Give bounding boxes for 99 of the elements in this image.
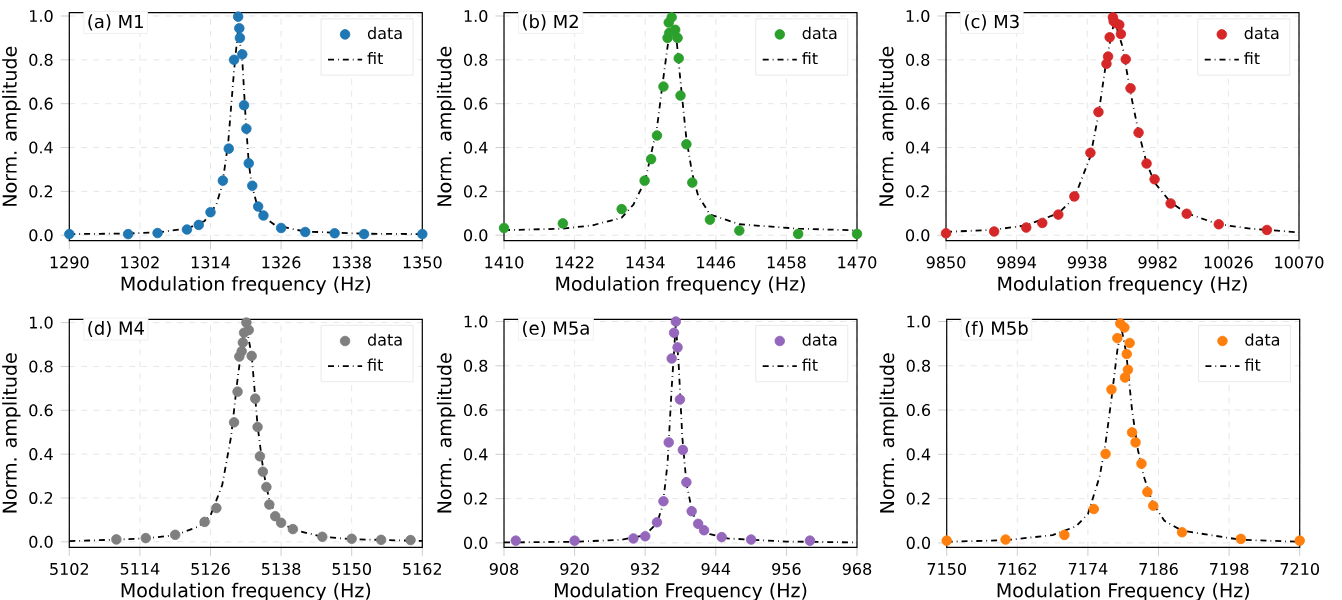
- x-tick-label: 1338: [333, 256, 371, 269]
- y-tick-label: 0.2: [906, 185, 929, 198]
- y-tick-label: 1.0: [30, 9, 53, 23]
- y-tick-label: 0.2: [29, 185, 53, 198]
- legend-label: fit: [367, 358, 384, 371]
- y-tick-label: 0.2: [906, 492, 930, 505]
- y-tick-label: 0.8: [464, 359, 488, 372]
- chart-title: (c) M3: [965, 14, 1019, 31]
- x-tick-label: 1410: [485, 256, 524, 269]
- y-tick-label: 0.2: [464, 492, 487, 505]
- x-tick-label: 10026: [1204, 256, 1253, 269]
- x-tick-label: 5102: [50, 562, 89, 576]
- x-tick-label: 1314: [191, 256, 230, 269]
- legend-label: data: [802, 26, 837, 40]
- x-tick-label: 1446: [697, 256, 736, 269]
- y-axis-title: Norm. amplitude: [878, 46, 898, 206]
- x-axis-title: Modulation frequency (Hz): [998, 276, 1247, 295]
- x-tick-label: 9982: [1138, 256, 1177, 269]
- y-axis-title: Norm. amplitude: [436, 353, 456, 513]
- y-tick-label: 0.4: [464, 448, 488, 461]
- y-axis-title: Norm. amplitude: [436, 46, 456, 206]
- chart-title: (f) M5b: [965, 320, 1028, 338]
- y-tick-label: 0.0: [464, 536, 488, 549]
- y-tick-label: 1.0: [464, 315, 488, 328]
- y-tick-label: 0.8: [906, 359, 931, 372]
- legend-label: data: [367, 333, 402, 346]
- x-tick-label: 9894: [997, 256, 1037, 269]
- y-tick-label: 0.0: [906, 229, 930, 242]
- y-tick-label: 0.0: [464, 229, 488, 242]
- x-tick-label: 7186: [1139, 562, 1178, 575]
- y-tick-label: 0.8: [29, 360, 53, 373]
- legend-label: fit: [1244, 358, 1261, 371]
- y-tick-label: 0.4: [906, 141, 930, 154]
- legend-label: fit: [1244, 51, 1260, 65]
- legend-label: fit: [367, 51, 384, 65]
- y-tick-label: 0.8: [906, 53, 930, 66]
- x-tick-label: 7174: [1068, 562, 1108, 575]
- x-tick-label: 7150: [927, 562, 967, 575]
- x-tick-label: 5150: [332, 562, 371, 576]
- y-tick-label: 0.6: [29, 404, 53, 417]
- legend-label: data: [802, 333, 837, 346]
- y-tick-label: 0.6: [464, 97, 488, 110]
- x-tick-label: 5138: [261, 562, 301, 576]
- y-tick-label: 0.0: [29, 229, 53, 242]
- chart-title: (a) M1: [88, 14, 143, 31]
- x-tick-label: 9938: [1067, 256, 1107, 269]
- chart-title: (e) M5a: [523, 320, 589, 338]
- legend-label: fit: [802, 51, 818, 65]
- y-tick-label: 0.4: [906, 448, 931, 461]
- x-tick-label: 1326: [262, 256, 301, 269]
- y-tick-label: 0.8: [29, 53, 53, 66]
- y-tick-label: 1.0: [30, 316, 53, 329]
- y-axis-title: Norm. amplitude: [2, 353, 21, 513]
- x-tick-label: 1422: [556, 256, 594, 269]
- x-tick-label: 5162: [403, 562, 442, 576]
- legend-label: data: [367, 26, 402, 40]
- x-tick-label: 908: [489, 562, 519, 575]
- y-tick-label: 0.6: [906, 97, 930, 110]
- x-tick-label: 956: [772, 562, 801, 575]
- y-tick-label: 0.4: [29, 448, 53, 461]
- y-tick-label: 1.0: [906, 9, 930, 23]
- y-tick-label: 1.0: [464, 9, 488, 23]
- x-tick-label: 7162: [998, 562, 1037, 575]
- x-axis-title: Modulation frequency (Hz): [556, 276, 805, 295]
- x-tick-label: 9850: [926, 256, 966, 269]
- y-tick-label: 0.4: [464, 141, 488, 154]
- legend-label: fit: [802, 358, 818, 371]
- y-tick-label: 0.2: [464, 185, 487, 198]
- x-tick-label: 7198: [1210, 562, 1249, 575]
- x-tick-label: 920: [560, 562, 589, 575]
- x-tick-label: 1470: [838, 256, 877, 269]
- y-axis-title: Norm. amplitude: [879, 353, 898, 513]
- x-tick-label: 7210: [1280, 562, 1319, 575]
- y-tick-label: 0.2: [29, 491, 53, 505]
- x-tick-label: 932: [630, 562, 659, 575]
- y-tick-label: 0.8: [464, 53, 488, 66]
- x-tick-label: 1434: [626, 256, 665, 269]
- y-tick-label: 0.6: [29, 97, 53, 110]
- x-tick-label: 5114: [120, 562, 160, 575]
- x-tick-label: 968: [842, 562, 872, 575]
- y-tick-label: 0.6: [906, 404, 931, 417]
- chart-title: (d) M4: [88, 320, 144, 338]
- y-tick-label: 0.4: [29, 141, 53, 154]
- legend-label: data: [1244, 26, 1279, 40]
- legend-label: data: [1245, 333, 1280, 346]
- chart-title: (b) M2: [523, 14, 578, 31]
- x-tick-label: 5126: [191, 562, 230, 576]
- y-axis-title: Norm. amplitude: [2, 46, 21, 206]
- y-tick-label: 0.0: [906, 536, 931, 549]
- y-tick-label: 0.0: [29, 535, 53, 548]
- x-tick-label: 1350: [403, 256, 442, 269]
- x-tick-label: 1290: [50, 256, 89, 269]
- x-tick-label: 10070: [1275, 256, 1324, 269]
- y-tick-label: 1.0: [907, 315, 931, 328]
- x-tick-label: 1302: [121, 256, 159, 269]
- y-tick-label: 0.6: [464, 404, 488, 417]
- x-tick-label: 944: [701, 562, 731, 575]
- x-tick-label: 1458: [767, 256, 806, 269]
- x-axis-title: Modulation frequency (Hz): [121, 276, 371, 295]
